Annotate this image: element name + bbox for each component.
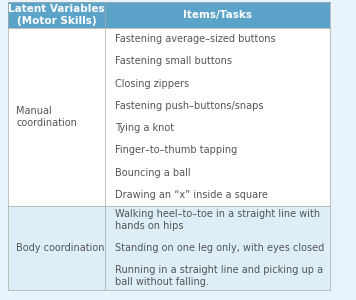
Text: Fastening push–buttons/snaps: Fastening push–buttons/snaps xyxy=(115,101,263,111)
Text: Fastening average–sized buttons: Fastening average–sized buttons xyxy=(115,34,275,44)
Text: Bouncing a ball: Bouncing a ball xyxy=(115,168,190,178)
Text: Closing zippers: Closing zippers xyxy=(115,79,189,89)
Text: Running in a straight line and picking up a
ball without falling.: Running in a straight line and picking u… xyxy=(115,265,323,286)
Text: Drawing an “x” inside a square: Drawing an “x” inside a square xyxy=(115,190,267,200)
Text: Body coordination: Body coordination xyxy=(16,243,105,253)
Text: Latent Variables
(Motor Skills): Latent Variables (Motor Skills) xyxy=(8,4,105,26)
Text: Standing on one leg only, with eyes closed: Standing on one leg only, with eyes clos… xyxy=(115,243,324,253)
Text: Manual
coordination: Manual coordination xyxy=(16,106,77,128)
Text: Fastening small buttons: Fastening small buttons xyxy=(115,56,231,66)
Text: Finger–to–thumb tapping: Finger–to–thumb tapping xyxy=(115,146,237,155)
Bar xyxy=(8,206,330,290)
Text: Tying a knot: Tying a knot xyxy=(115,123,174,133)
Text: Walking heel–to–toe in a straight line with
hands on hips: Walking heel–to–toe in a straight line w… xyxy=(115,209,320,231)
Bar xyxy=(8,28,330,206)
Text: Items/Tasks: Items/Tasks xyxy=(183,10,252,20)
Bar xyxy=(8,2,330,28)
